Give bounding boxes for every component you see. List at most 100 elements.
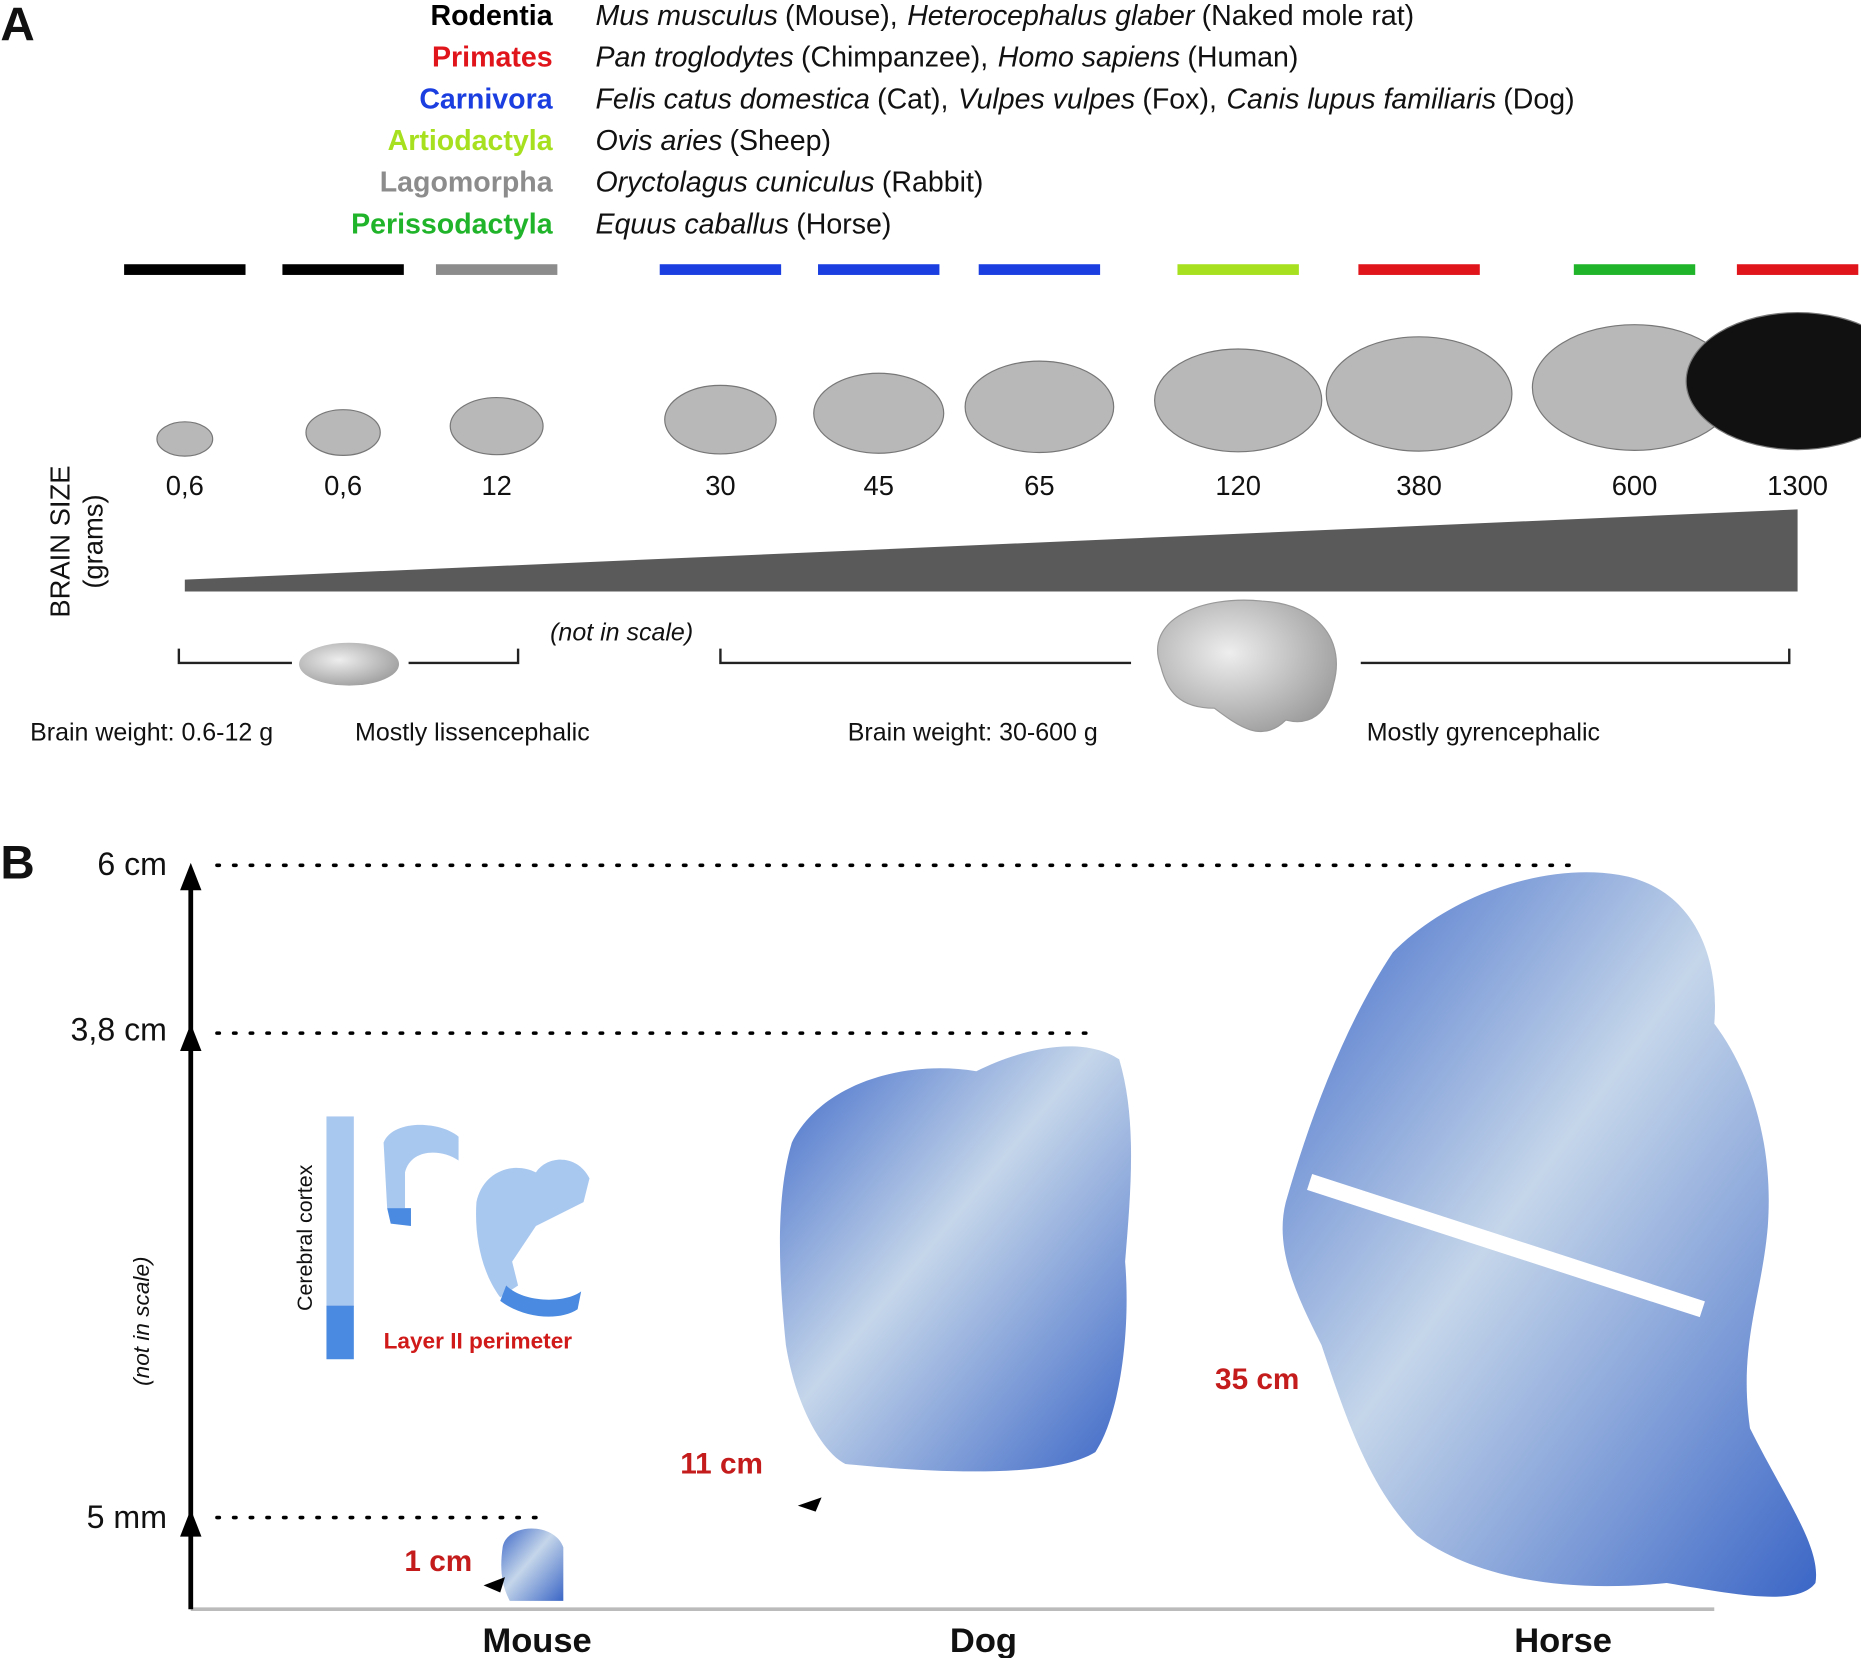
common-name: (Rabbit): [882, 167, 984, 199]
latin-name: Vulpes vulpes: [958, 83, 1135, 115]
brain-size: 12: [481, 470, 511, 501]
inset-axis: Cerebral cortex: [293, 1164, 317, 1311]
order-bar: [1177, 264, 1299, 275]
species-list: Equus caballus (Horse): [595, 208, 891, 240]
perimeter-label: 11 cm: [680, 1448, 763, 1481]
large-weight: Brain weight: 30-600 g: [848, 718, 1098, 746]
brain-size: 120: [1215, 470, 1261, 501]
latin-name: Pan troglodytes: [595, 42, 793, 74]
order-bar: [1573, 264, 1696, 275]
brain-size: 65: [1024, 470, 1054, 501]
order-bar: [282, 264, 404, 275]
animal-illustration: [305, 409, 381, 456]
small-brain-icon: [299, 642, 400, 686]
brain-size: 30: [705, 470, 735, 501]
perimeter-label: 35 cm: [1215, 1363, 1299, 1396]
axis-unit: (grams): [78, 494, 109, 588]
scale-note: (not in scale): [550, 618, 693, 646]
order-bar: [818, 264, 940, 275]
order-name: Perissodactyla: [351, 208, 554, 240]
species-label: Horse: [1514, 1622, 1612, 1658]
animal-illustration: [1154, 348, 1323, 453]
axis-title: BRAIN SIZE: [44, 466, 75, 618]
species-list: Felis catus domestica (Cat), Vulpes vulpes…: [595, 83, 1574, 115]
animal-illustration: [1325, 336, 1513, 452]
inset-bar-cortex: [326, 1116, 354, 1307]
brain-size: 45: [864, 470, 894, 501]
latin-name: Felis catus domestica: [595, 83, 869, 115]
brain-size: 600: [1612, 470, 1658, 501]
inset-mouse: [383, 1124, 459, 1209]
order-name: Carnivora: [419, 83, 553, 115]
mouse-section: [501, 1528, 564, 1601]
animal-illustration: [156, 421, 214, 457]
species-list: Ovis aries (Sheep): [595, 125, 831, 157]
dog-section: [779, 1046, 1132, 1472]
species-list: Oryctolagus cuniculus (Rabbit): [595, 167, 983, 199]
latin-name: Equus caballus: [595, 208, 789, 240]
order-bar: [978, 264, 1101, 275]
brain-size: 0,6: [324, 470, 362, 501]
latin-name: Mus musculus: [595, 0, 777, 32]
latin-name: Heterocephalus glaber: [907, 0, 1196, 32]
order-bar: [435, 264, 558, 275]
order-bar: [124, 264, 246, 275]
large-brain-icon: [1157, 599, 1337, 732]
small-weight: Brain weight: 0.6-12 g: [30, 718, 273, 746]
common-name: (Chimpanzee),: [801, 42, 988, 74]
common-name: (Dog): [1503, 83, 1574, 115]
common-name: (Naked mole rat): [1202, 0, 1415, 32]
latin-name: Homo sapiens: [998, 42, 1180, 74]
brain-size: 1300: [1767, 470, 1828, 501]
panel-label: A: [0, 0, 34, 51]
horse-tear: [1307, 1173, 1705, 1318]
size-wedge: [184, 509, 1798, 592]
height-label: 3,8 cm: [71, 1011, 167, 1047]
animal-illustration: [449, 396, 544, 456]
latin-name: Oryctolagus cuniculus: [595, 167, 874, 199]
inset-dog: [476, 1159, 590, 1298]
horse-section: [1282, 872, 1817, 1597]
panel-label: B: [0, 836, 34, 889]
brackets: [177, 648, 1791, 665]
inset-bar-layer: [326, 1305, 354, 1360]
height-guides: [215, 863, 1574, 1520]
latin-name: Ovis aries: [595, 125, 722, 157]
common-name: (Human): [1187, 42, 1298, 74]
common-name: (Fox),: [1142, 83, 1217, 115]
order-name: Artiodactyla: [388, 125, 554, 157]
large-type: Mostly gyrencephalic: [1367, 718, 1600, 746]
brain-size: 380: [1396, 470, 1442, 501]
height-label: 6 cm: [97, 846, 167, 882]
order-name: Rodentia: [430, 0, 553, 32]
common-name: (Mouse),: [785, 0, 898, 32]
common-name: (Sheep): [729, 125, 831, 157]
inset-mouse-layer: [387, 1208, 411, 1226]
order-name: Primates: [432, 42, 553, 74]
animal-illustration: [664, 384, 777, 455]
animal-illustration: [813, 372, 945, 454]
brain-size: 0,6: [166, 470, 204, 501]
small-type: Mostly lissencephalic: [355, 718, 590, 746]
species-list: Mus musculus (Mouse), Heterocephalus glabe…: [595, 0, 1414, 32]
common-name: (Cat),: [877, 83, 948, 115]
perimeter-label: 1 cm: [404, 1545, 472, 1578]
order-bar: [1736, 264, 1859, 275]
species-label: Dog: [950, 1622, 1017, 1658]
order-bar: [1358, 264, 1480, 275]
arrowheads: [180, 862, 202, 1537]
animal-illustration: [964, 360, 1115, 454]
common-name: (Horse): [796, 208, 891, 240]
species-list: Pan troglodytes (Chimpanzee), Homo sapiens…: [595, 42, 1298, 74]
order-name: Lagomorpha: [380, 167, 554, 199]
latin-name: Canis lupus familiaris: [1226, 83, 1496, 115]
order-bar: [659, 264, 782, 275]
inset-label: Layer II perimeter: [384, 1329, 573, 1354]
species-label: Mouse: [482, 1622, 591, 1658]
height-label: 5 mm: [87, 1499, 167, 1535]
animal-illustration: [1685, 311, 1861, 451]
inset-dog-layer: [500, 1285, 582, 1317]
axis-note: (not in scale): [129, 1256, 154, 1385]
arrow-marks: [483, 1497, 822, 1593]
